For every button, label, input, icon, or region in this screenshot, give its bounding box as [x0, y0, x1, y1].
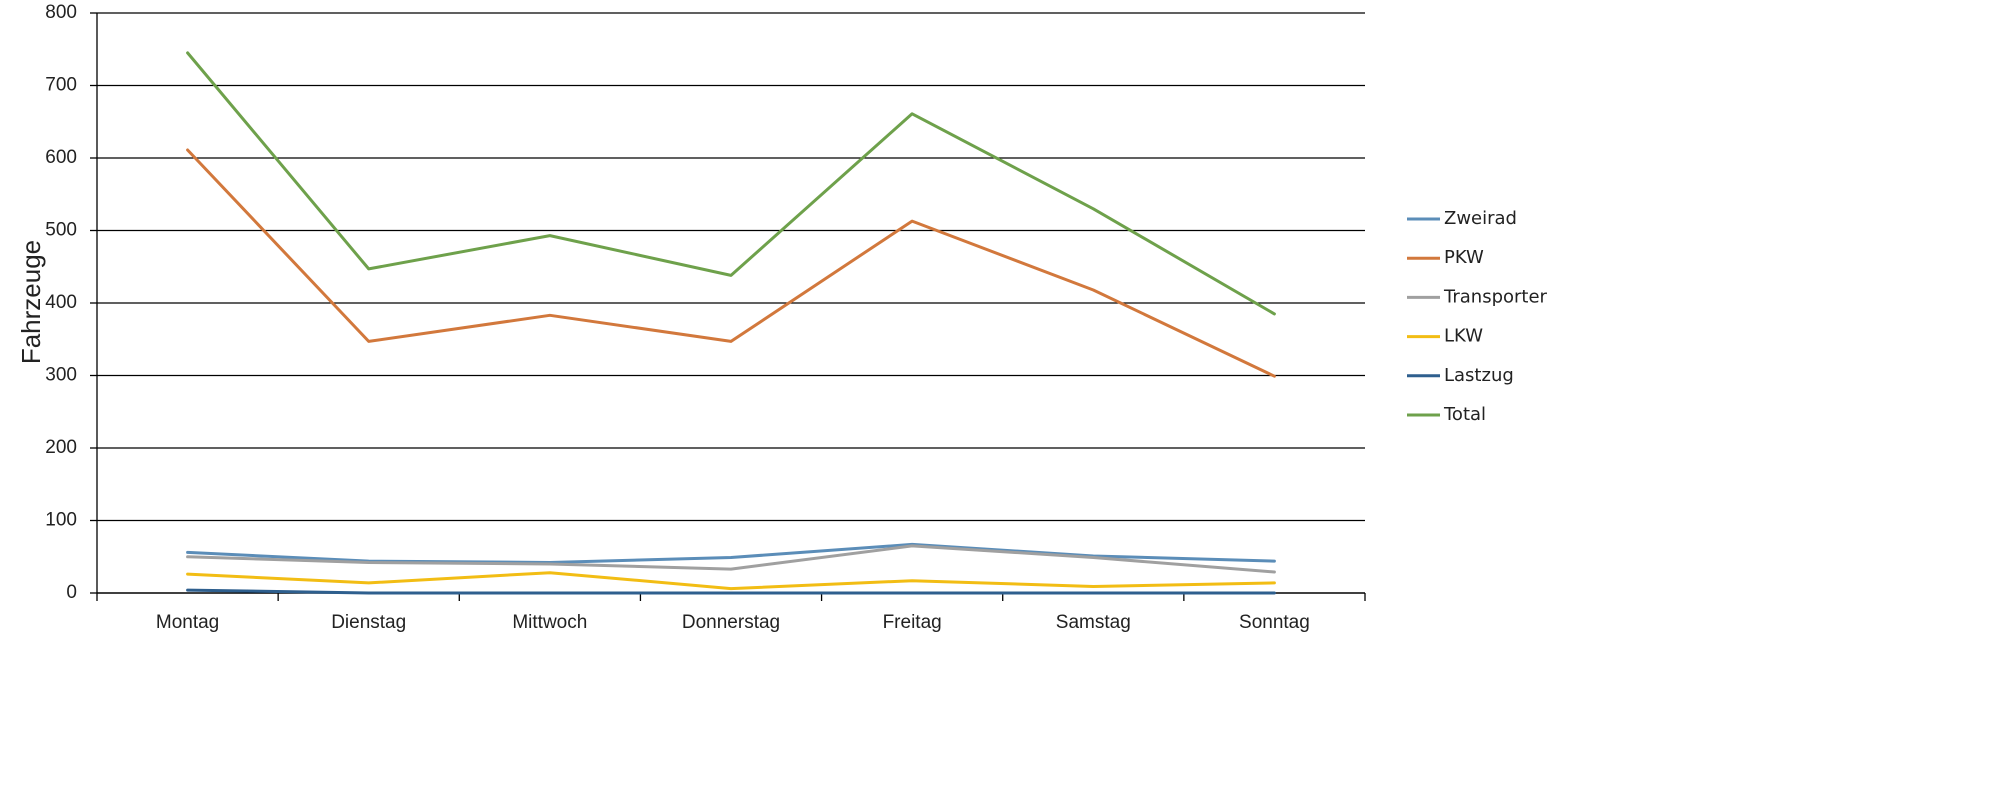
y-tick-label: 600 — [45, 147, 77, 168]
y-tick-label: 300 — [45, 365, 77, 386]
gridlines — [97, 12, 1365, 522]
legend-label-lkw: LKW — [1444, 326, 1483, 347]
y-tick-label: 700 — [45, 75, 77, 96]
series-line-lkw — [186, 571, 1276, 591]
y-tick-labels: 0 100 200 300 400 500 600 700 800 — [45, 2, 77, 603]
x-tick-labels: Montag Dienstag Mittwoch Donnerstag Freitag S… — [156, 612, 1310, 633]
x-tick-label: Mittwoch — [512, 612, 587, 633]
axes — [90, 12, 1366, 601]
y-tick-label: 0 — [66, 582, 77, 603]
legend: Zweirad PKW Transporter LKW Lastzug Total — [1407, 208, 1548, 425]
x-tick-label: Montag — [156, 612, 219, 633]
y-tick-label: 500 — [45, 220, 77, 241]
y-tick-label: 200 — [45, 437, 77, 458]
x-tick-label: Sonntag — [1239, 612, 1310, 633]
legend-label-transporter: Transporter — [1443, 286, 1548, 307]
y-tick-label: 400 — [45, 292, 77, 313]
x-tick-label: Freitag — [883, 612, 942, 633]
y-tick-label: 100 — [45, 510, 77, 531]
legend-label-total: Total — [1443, 404, 1486, 425]
series-line-pkw — [186, 148, 1276, 378]
legend-label-zweirad: Zweirad — [1444, 208, 1517, 229]
legend-label-pkw: PKW — [1444, 247, 1484, 268]
x-tick-label: Dienstag — [331, 612, 406, 633]
series-lines — [186, 51, 1276, 595]
y-tick-label: 800 — [45, 2, 77, 23]
y-axis-title: Fahrzeuge — [16, 240, 46, 364]
series-line-total — [186, 51, 1276, 316]
legend-label-lastzug: Lastzug — [1444, 365, 1514, 386]
series-line-lastzug — [186, 588, 1276, 595]
x-tick-label: Donnerstag — [682, 612, 780, 633]
x-tick-label: Samstag — [1056, 612, 1131, 633]
